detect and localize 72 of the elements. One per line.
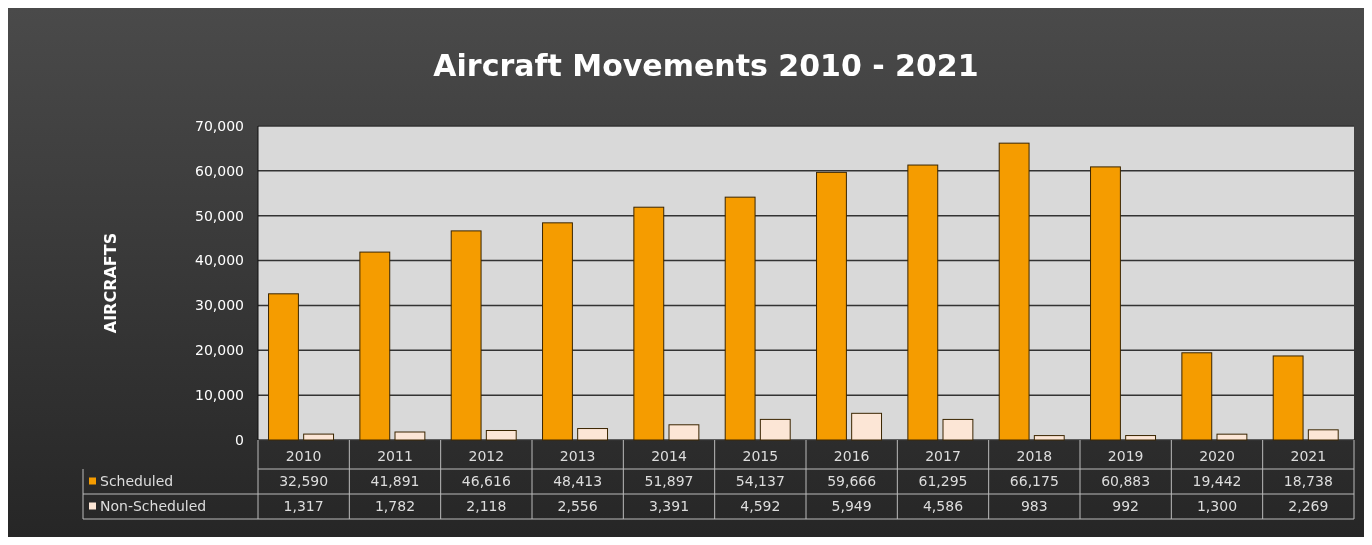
bar xyxy=(1033,435,1065,441)
bar xyxy=(359,251,391,441)
bar xyxy=(542,222,573,441)
data-label: 1,317 xyxy=(283,498,324,515)
chart-title: Aircraft Movements 2010 - 2021 xyxy=(433,48,979,83)
bar xyxy=(816,171,847,441)
data-label: 2,556 xyxy=(557,498,598,515)
data-label: 19,442 xyxy=(1192,473,1242,490)
data-label: 41,891 xyxy=(370,473,420,490)
x-tick-label: 2010 xyxy=(285,448,322,465)
data-label: 51,897 xyxy=(644,473,694,490)
x-tick-label: 2015 xyxy=(742,448,779,465)
bar xyxy=(1090,166,1121,441)
data-label: 46,616 xyxy=(461,473,511,490)
data-label: 61,295 xyxy=(918,473,968,490)
y-tick-label: 30,000 xyxy=(195,297,244,314)
bar xyxy=(668,424,700,441)
data-label: 1,300 xyxy=(1196,498,1238,515)
x-tick-label: 2012 xyxy=(468,448,505,465)
bar xyxy=(1216,433,1248,441)
bar xyxy=(450,230,482,441)
bar xyxy=(1125,435,1157,441)
y-tick-label: 10,000 xyxy=(195,387,244,404)
x-tick-label: 2019 xyxy=(1107,448,1144,465)
x-tick-label: 2016 xyxy=(833,448,870,465)
y-axis-title: AIRCRAFTS xyxy=(101,232,120,334)
data-label: 4,592 xyxy=(740,498,781,515)
data-label: 5,949 xyxy=(831,498,872,515)
bar xyxy=(268,293,299,441)
y-tick-label: 50,000 xyxy=(195,207,244,224)
data-label: 60,883 xyxy=(1101,473,1151,490)
bar xyxy=(851,412,883,441)
x-tick-label: 2017 xyxy=(925,448,961,465)
y-tick-label: 20,000 xyxy=(195,342,244,359)
bar xyxy=(303,433,335,441)
y-tick-label: 40,000 xyxy=(195,252,244,269)
x-tick-label: 2011 xyxy=(377,448,413,465)
bar xyxy=(577,428,609,441)
bar xyxy=(485,430,517,441)
data-label: 54,137 xyxy=(735,473,785,490)
x-tick-label: 2013 xyxy=(559,448,596,465)
bar xyxy=(942,418,974,441)
x-tick-label: 2021 xyxy=(1290,448,1327,465)
data-label: 1,782 xyxy=(374,498,416,515)
data-label: 992 xyxy=(1112,498,1140,515)
data-label: 4,586 xyxy=(922,498,964,515)
data-label: 66,175 xyxy=(1009,473,1059,490)
x-tick-label: 2020 xyxy=(1199,448,1235,465)
x-tick-label: 2014 xyxy=(651,448,687,465)
bar xyxy=(998,142,1030,441)
bar xyxy=(1181,352,1213,441)
data-label: 18,738 xyxy=(1283,473,1333,490)
legend-label: Non-Scheduled xyxy=(100,498,207,515)
data-label: 983 xyxy=(1020,498,1048,515)
bar xyxy=(1307,429,1339,441)
bar xyxy=(1272,355,1304,441)
data-label: 48,413 xyxy=(553,473,603,490)
bar xyxy=(633,206,665,441)
y-tick-label: 0 xyxy=(235,431,244,448)
data-label: 3,391 xyxy=(648,498,690,515)
y-tick-label: 60,000 xyxy=(195,162,244,179)
x-tick-label: 2018 xyxy=(1016,448,1053,465)
bar xyxy=(724,196,756,441)
y-tick-label: 70,000 xyxy=(195,117,244,134)
bar xyxy=(394,431,426,441)
data-label: 2,269 xyxy=(1288,498,1329,515)
data-label: 2,118 xyxy=(466,498,507,515)
bar xyxy=(907,164,939,441)
data-label: 59,666 xyxy=(827,473,877,490)
data-label: 32,590 xyxy=(279,473,329,490)
legend-label: Scheduled xyxy=(100,473,174,490)
bar xyxy=(759,418,791,441)
